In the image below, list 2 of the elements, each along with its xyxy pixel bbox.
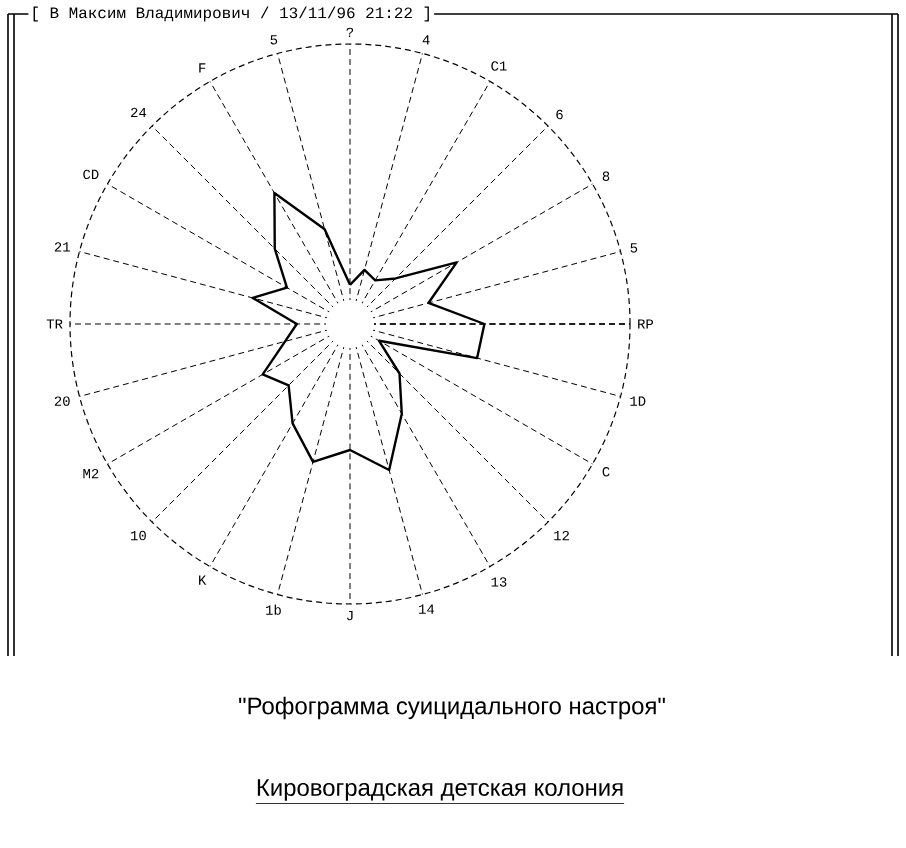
text: Кировоградская детская колония	[257, 779, 623, 801]
text: "Рофограмма суицидального настроя"	[239, 696, 665, 720]
